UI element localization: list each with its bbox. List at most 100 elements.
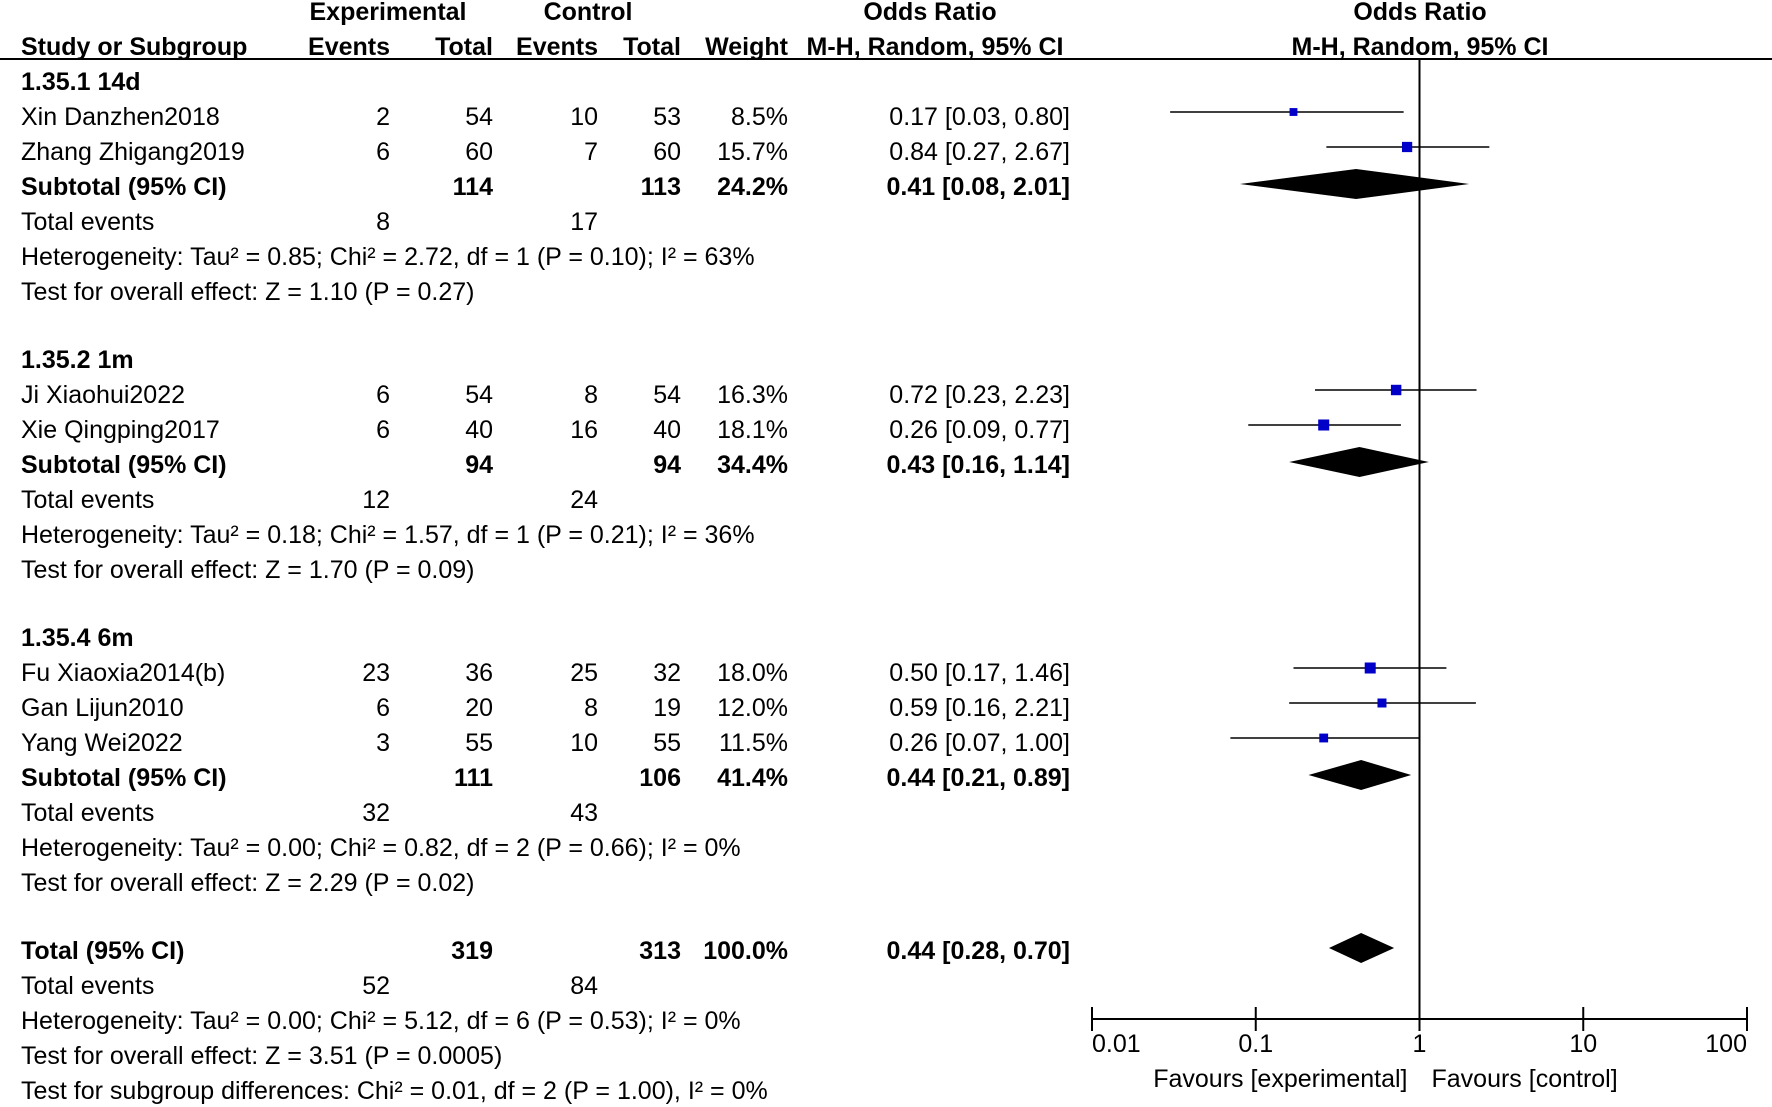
ctl-total: 60 bbox=[653, 138, 681, 166]
odds-ratio-ci: 0.26 [0.09, 0.77] bbox=[889, 416, 1070, 444]
subtotal-ctl-total: 106 bbox=[639, 764, 681, 792]
subtotal-label: Subtotal (95% CI) bbox=[21, 451, 227, 479]
exp-total: 54 bbox=[465, 381, 493, 409]
weight: 15.7% bbox=[717, 138, 788, 166]
header-experimental: Experimental bbox=[309, 0, 467, 26]
total-events-exp: 32 bbox=[362, 799, 390, 827]
odds-ratio-ci: 0.59 [0.16, 2.21] bbox=[889, 694, 1070, 722]
subtotal-label: Subtotal (95% CI) bbox=[21, 764, 227, 792]
ctl-total: 32 bbox=[653, 659, 681, 687]
total-events-ctl: 84 bbox=[570, 972, 598, 1000]
header-method-right: M-H, Random, 95% CI bbox=[1291, 33, 1549, 61]
header-rule bbox=[0, 58, 1772, 60]
subtotal-diamond bbox=[1239, 169, 1470, 199]
study-name: Zhang Zhigang2019 bbox=[21, 138, 245, 166]
favours-control-label: Favours [control] bbox=[1432, 1065, 1618, 1093]
odds-ratio-ci: 0.17 [0.03, 0.80] bbox=[889, 103, 1070, 131]
total-events-label: Total events bbox=[21, 208, 155, 236]
total-events-exp: 8 bbox=[376, 208, 390, 236]
total-overall-effect-text: Test for overall effect: Z = 3.51 (P = 0… bbox=[21, 1042, 503, 1070]
weight: 11.5% bbox=[718, 729, 788, 757]
subtotal-ctl-total: 94 bbox=[653, 451, 681, 479]
x-tick-label: 0.1 bbox=[1238, 1030, 1273, 1058]
heterogeneity-text: Heterogeneity: Tau² = 0.18; Chi² = 1.57,… bbox=[21, 521, 755, 549]
ctl-events: 10 bbox=[570, 103, 598, 131]
exp-events: 6 bbox=[376, 138, 390, 166]
x-tick-label: 100 bbox=[1705, 1030, 1747, 1058]
study-point-marker bbox=[1319, 733, 1329, 743]
header-weight: Weight bbox=[705, 33, 788, 61]
study-point-marker bbox=[1364, 662, 1376, 674]
subtotal-ci: 0.43 [0.16, 1.14] bbox=[886, 451, 1070, 479]
total-ctl-total: 313 bbox=[639, 937, 681, 965]
total-label: Total (95% CI) bbox=[21, 937, 185, 965]
header-ctl-events: Events bbox=[516, 33, 598, 61]
ctl-total: 53 bbox=[653, 103, 681, 131]
total-exp-total: 319 bbox=[451, 937, 493, 965]
total-events-label: Total events bbox=[21, 799, 155, 827]
subtotal-weight: 34.4% bbox=[717, 451, 788, 479]
study-point-marker bbox=[1390, 384, 1402, 396]
subgroup-title: 1.35.2 1m bbox=[21, 346, 134, 374]
subtotal-label: Subtotal (95% CI) bbox=[21, 173, 227, 201]
favours-experimental-label: Favours [experimental] bbox=[1153, 1065, 1407, 1093]
subgroup-title: 1.35.1 14d bbox=[21, 68, 141, 96]
odds-ratio-ci: 0.26 [0.07, 1.00] bbox=[889, 729, 1070, 757]
subgroup-differences-text: Test for subgroup differences: Chi² = 0.… bbox=[21, 1077, 768, 1105]
total-heterogeneity-text: Heterogeneity: Tau² = 0.00; Chi² = 5.12,… bbox=[21, 1007, 741, 1035]
subtotal-diamond bbox=[1289, 447, 1429, 477]
ctl-events: 10 bbox=[570, 729, 598, 757]
x-tick-label: 1 bbox=[1413, 1030, 1427, 1058]
ctl-total: 19 bbox=[653, 694, 681, 722]
subtotal-exp-total: 114 bbox=[452, 173, 493, 201]
study-name: Yang Wei2022 bbox=[21, 729, 183, 757]
exp-total: 54 bbox=[465, 103, 493, 131]
subtotal-ci: 0.44 [0.21, 0.89] bbox=[886, 764, 1070, 792]
header-odds-ratio-left: Odds Ratio bbox=[863, 0, 997, 26]
study-name: Xie Qingping2017 bbox=[21, 416, 220, 444]
study-point-marker bbox=[1289, 108, 1298, 116]
total-events-exp: 52 bbox=[362, 972, 390, 1000]
total-events-exp: 12 bbox=[362, 486, 390, 514]
total-diamond bbox=[1328, 933, 1395, 963]
subtotal-weight: 24.2% bbox=[717, 173, 788, 201]
subtotal-ctl-total: 113 bbox=[640, 173, 681, 201]
odds-ratio-ci: 0.72 [0.23, 2.23] bbox=[889, 381, 1070, 409]
exp-events: 23 bbox=[362, 659, 390, 687]
overall-effect-text: Test for overall effect: Z = 1.70 (P = 0… bbox=[21, 556, 475, 584]
weight: 12.0% bbox=[717, 694, 788, 722]
header-control: Control bbox=[543, 0, 633, 26]
exp-total: 60 bbox=[465, 138, 493, 166]
exp-total: 40 bbox=[465, 416, 493, 444]
total-weight: 100.0% bbox=[703, 937, 788, 965]
study-name: Gan Lijun2010 bbox=[21, 694, 184, 722]
subtotal-diamond bbox=[1308, 760, 1412, 790]
ctl-events: 8 bbox=[584, 694, 598, 722]
study-point-marker bbox=[1318, 419, 1330, 431]
odds-ratio-ci: 0.50 [0.17, 1.46] bbox=[889, 659, 1070, 687]
odds-ratio-ci: 0.84 [0.27, 2.67] bbox=[889, 138, 1070, 166]
ctl-events: 25 bbox=[570, 659, 598, 687]
study-name: Xin Danzhen2018 bbox=[21, 103, 220, 131]
exp-total: 36 bbox=[465, 659, 493, 687]
total-events-ctl: 43 bbox=[570, 799, 598, 827]
subtotal-ci: 0.41 [0.08, 2.01] bbox=[886, 173, 1070, 201]
total-ci: 0.44 [0.28, 0.70] bbox=[886, 937, 1070, 965]
ctl-events: 16 bbox=[570, 416, 598, 444]
study-point-marker bbox=[1377, 698, 1387, 708]
header-ctl-total: Total bbox=[623, 33, 681, 61]
subgroup-title: 1.35.4 6m bbox=[21, 624, 134, 652]
study-name: Fu Xiaoxia2014(b) bbox=[21, 659, 226, 687]
subtotal-weight: 41.4% bbox=[717, 764, 788, 792]
ctl-total: 54 bbox=[653, 381, 681, 409]
ctl-total: 40 bbox=[653, 416, 681, 444]
header-study: Study or Subgroup bbox=[21, 33, 248, 61]
x-tick-label: 0.01 bbox=[1092, 1030, 1141, 1058]
header-exp-total: Total bbox=[435, 33, 493, 61]
study-point-marker bbox=[1401, 141, 1413, 153]
total-events-label: Total events bbox=[21, 972, 155, 1000]
weight: 8.5% bbox=[731, 103, 788, 131]
exp-total: 20 bbox=[465, 694, 493, 722]
total-events-ctl: 17 bbox=[570, 208, 598, 236]
